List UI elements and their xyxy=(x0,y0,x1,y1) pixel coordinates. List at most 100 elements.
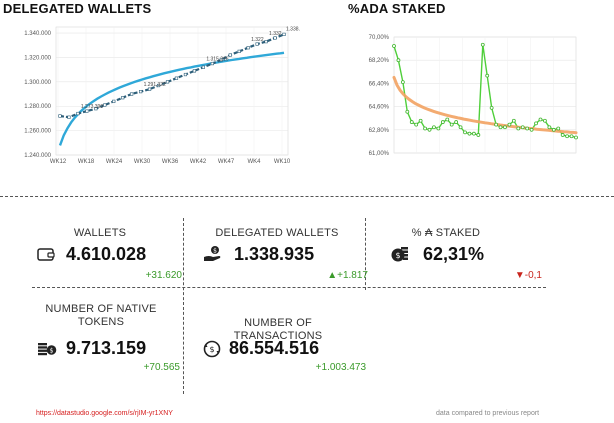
data-point xyxy=(264,40,268,44)
svg-text:$: $ xyxy=(395,251,400,260)
datastudio-link[interactable]: https://datastudio.google.com/s/rjIM-yr1… xyxy=(36,410,173,417)
x-tick-label: WK18 xyxy=(78,159,95,165)
data-point xyxy=(148,87,152,91)
data-point xyxy=(228,53,232,57)
data-point xyxy=(165,80,170,84)
data-point xyxy=(219,58,223,62)
data-point xyxy=(556,126,561,131)
point-label: 1.315.216 xyxy=(206,57,228,63)
data-point xyxy=(282,32,286,36)
y-tick-label: 1.260.000 xyxy=(24,129,51,135)
data-point xyxy=(405,109,410,114)
comparison-note: data compared to previous report xyxy=(436,410,540,417)
y-tick-label: 64,60% xyxy=(369,105,390,111)
data-point xyxy=(463,130,467,135)
hand-money-icon: $ xyxy=(203,245,223,268)
native-tokens-label: NUMBER OF NATIVE TOKENS xyxy=(45,303,157,328)
native-tokens-value: 9.713.159 xyxy=(66,338,147,358)
data-point xyxy=(498,125,503,130)
ada-staked-label: % ₳ STAKED xyxy=(411,227,481,239)
data-point xyxy=(409,120,414,124)
data-point xyxy=(494,122,498,127)
y-tick-label: 1.280.000 xyxy=(24,104,51,110)
data-point xyxy=(520,125,525,130)
data-point xyxy=(156,83,161,88)
svg-text:$: $ xyxy=(213,248,217,255)
data-point xyxy=(246,46,250,50)
data-point xyxy=(255,42,259,46)
x-tick-label: WK10 xyxy=(274,159,291,165)
x-tick-label: WK36 xyxy=(162,159,179,165)
x-tick-label: WK42 xyxy=(190,159,207,165)
y-tick-label: 1.340.000 xyxy=(24,31,51,37)
trendline xyxy=(392,75,578,135)
svg-text:$: $ xyxy=(209,345,214,354)
data-point xyxy=(565,134,570,139)
ada-staked-title: %ADA STAKED xyxy=(348,1,446,16)
arrow-down-icon: ▼ xyxy=(514,270,525,281)
y-tick-label: 61,00% xyxy=(369,151,390,157)
exchange-icon: $ xyxy=(203,340,221,363)
data-point xyxy=(112,99,116,103)
data-point xyxy=(538,117,543,122)
data-point xyxy=(454,120,459,124)
data-point xyxy=(94,107,98,111)
point-label: 1.322 xyxy=(251,37,264,43)
data-point xyxy=(121,96,125,100)
data-point xyxy=(414,122,419,127)
transactions-label: NUMBER OF TRANSACTIONS xyxy=(233,317,323,342)
data-point xyxy=(392,44,396,48)
y-tick-label: 70,00% xyxy=(369,35,390,41)
data-point xyxy=(529,127,534,132)
last-value-label: 1.338.935 xyxy=(286,26,300,32)
data-point xyxy=(423,126,427,131)
y-tick-label: 68,20% xyxy=(369,58,390,64)
y-tick-label: 1.300.000 xyxy=(24,80,51,86)
data-point xyxy=(192,69,197,73)
data-point xyxy=(445,117,450,122)
point-label: 1.332 xyxy=(269,31,282,37)
data-point xyxy=(174,76,179,80)
data-point xyxy=(76,111,80,116)
data-point xyxy=(449,122,454,127)
data-point xyxy=(472,131,476,136)
data-point xyxy=(485,73,490,78)
data-point xyxy=(489,105,494,110)
data-point xyxy=(516,126,521,131)
data-point xyxy=(237,49,241,53)
native-tokens-delta: +70.565 xyxy=(143,362,180,373)
wallets-delta: +31.620 xyxy=(145,270,182,281)
coin-stack-icon: $ xyxy=(391,245,409,268)
data-point xyxy=(507,122,512,127)
arrow-up-icon: ▲ xyxy=(327,270,338,281)
y-tick-label: 1.240.000 xyxy=(24,153,51,159)
data-point xyxy=(551,127,556,132)
data-point xyxy=(85,109,89,113)
wallet-icon xyxy=(37,247,55,266)
data-point xyxy=(67,115,71,119)
data-point xyxy=(427,127,432,132)
ada-staked-chart: 70,00% 68,20% 66,40% 64,60% 62,80% 61,00% xyxy=(369,35,578,157)
data-point xyxy=(201,65,205,69)
x-tick-label: WK30 xyxy=(134,159,151,165)
data-point xyxy=(400,80,405,85)
x-tick-label: WK12 xyxy=(50,159,67,165)
data-point xyxy=(139,90,143,94)
data-point xyxy=(273,36,277,40)
coins-icon: $ xyxy=(37,340,57,361)
delegated-wallets-delta: ▲+1.817 xyxy=(327,270,368,281)
data-point xyxy=(210,61,214,66)
data-point xyxy=(396,58,401,63)
data-point xyxy=(436,126,441,131)
data-point xyxy=(569,134,574,139)
transactions-delta: +1.003.473 xyxy=(315,362,366,373)
y-tick-label: 66,40% xyxy=(369,81,390,87)
delegated-wallets-chart: 1.340.000 1.320.000 1.300.000 1.280.000 1.26… xyxy=(24,26,300,165)
column-divider-1 xyxy=(183,218,184,394)
point-label: 1.273.390 xyxy=(81,104,103,110)
data-point xyxy=(476,133,481,137)
data-point xyxy=(560,133,565,137)
transactions-value: 86.554.516 xyxy=(229,338,320,358)
middle-divider xyxy=(32,287,546,288)
x-tick-label: WK4 xyxy=(247,159,261,165)
